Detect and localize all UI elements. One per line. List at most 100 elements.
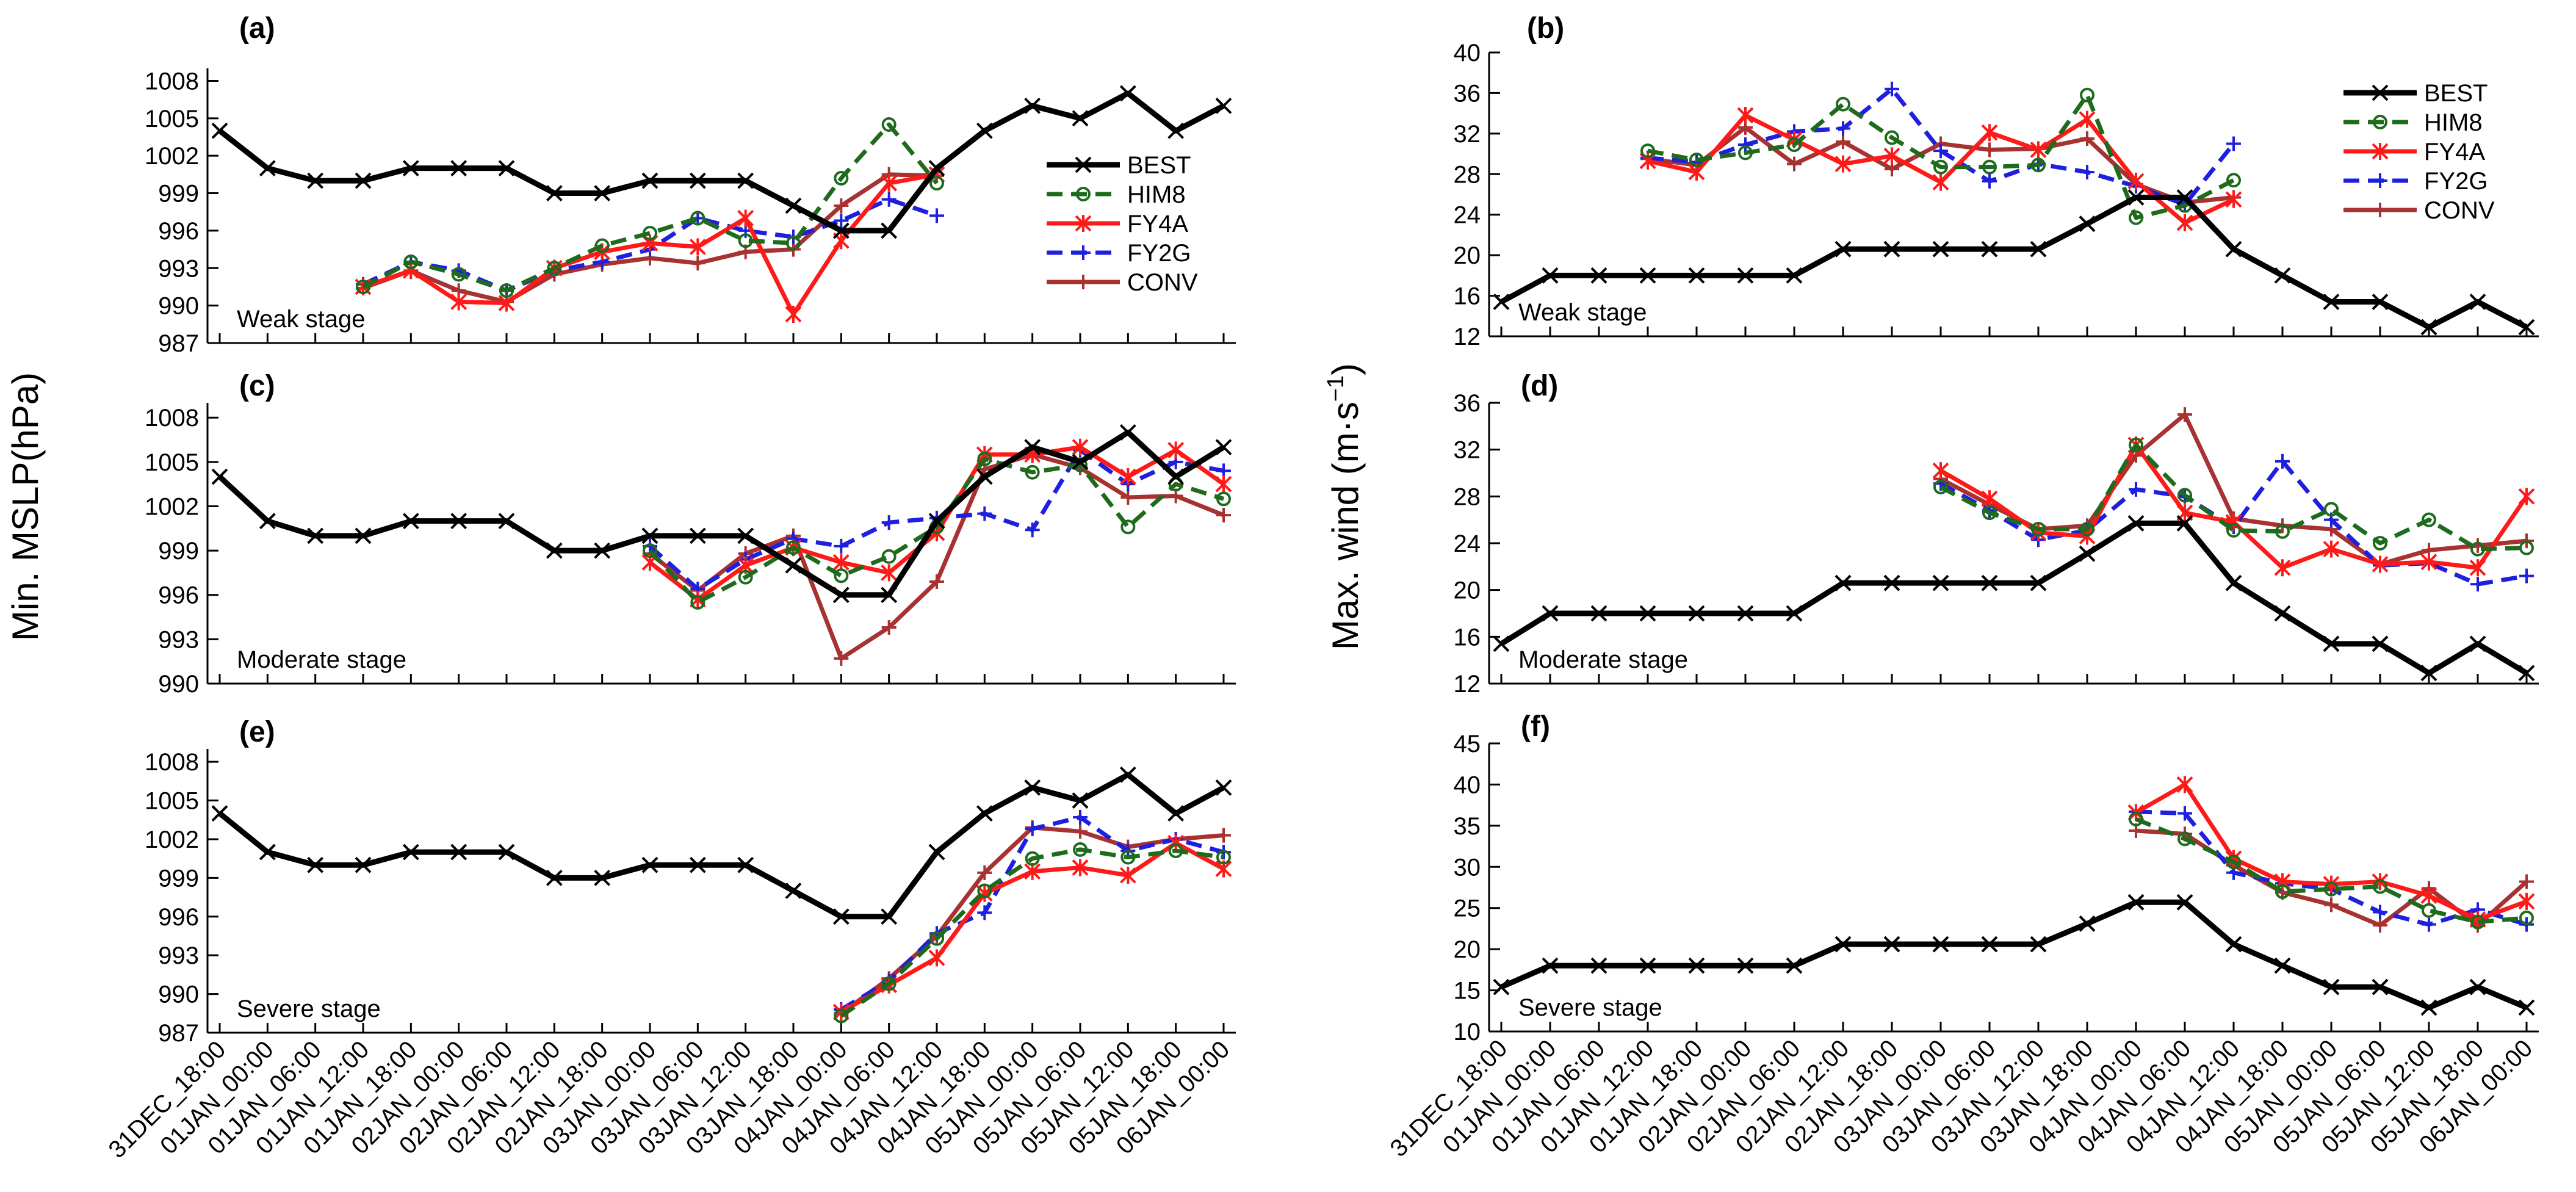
data-point-best	[689, 172, 706, 189]
legend-marker-best	[1075, 156, 1092, 173]
data-point-best	[737, 172, 754, 189]
data-point-best	[2030, 936, 2047, 953]
legend-marker-conv	[1076, 275, 1091, 289]
data-point-conv	[2519, 874, 2534, 889]
series-line-best	[1499, 194, 2528, 330]
right-y-axis-title-main: Max. wind (m·s	[1325, 402, 1366, 650]
data-point-fy4a	[881, 564, 898, 582]
y-tick-label: 1005	[145, 788, 199, 815]
data-point-conv	[834, 651, 849, 666]
y-tick-label: 993	[158, 626, 199, 653]
y-tick-label: 990	[158, 671, 199, 698]
data-point-him8	[1787, 137, 1802, 153]
legend-marker-best	[2372, 84, 2389, 101]
data-point-best	[2030, 240, 2047, 258]
series-line-him8	[840, 847, 1224, 1018]
data-point-fy4a	[450, 293, 467, 311]
data-point-best	[1167, 468, 1185, 485]
series-him8	[1640, 87, 2241, 225]
y-tick-label: 1005	[145, 449, 199, 476]
y-tick-label: 20	[1454, 577, 1481, 604]
data-point-him8	[2129, 210, 2143, 225]
data-point-best	[259, 160, 276, 177]
chart-panel-e: 98799099399699910021005100831DEC_18:0001…	[104, 716, 1236, 1163]
data-point-best	[2323, 978, 2340, 995]
data-point-fy2g	[2422, 917, 2436, 932]
series-line-him8	[1647, 93, 2235, 220]
y-tick-label: 12	[1454, 671, 1481, 698]
data-point-best	[737, 856, 754, 873]
data-point-best	[1024, 97, 1041, 114]
data-point-fy2g	[1025, 522, 1040, 538]
data-point-him8	[2519, 540, 2534, 555]
data-point-fy4a	[2127, 172, 2145, 190]
chart-panel-c: 990 993 996 999 1002 1005 1008 (c) Moderate stag…	[145, 370, 1236, 698]
data-point-conv	[1216, 508, 1231, 522]
y-tick-label: 996	[158, 218, 199, 245]
panel-label: (f)	[1521, 710, 1550, 743]
data-point-him8	[1982, 159, 1997, 175]
data-point-best	[2176, 515, 2193, 532]
data-point-best	[2225, 936, 2242, 953]
data-point-him8	[834, 568, 849, 583]
data-point-best	[1883, 574, 1900, 591]
data-point-best	[355, 856, 372, 873]
legend-marker-him8	[2373, 115, 2387, 129]
data-point-best	[1167, 122, 1185, 139]
data-point-him8	[643, 543, 657, 558]
data-point-fy4a	[1932, 173, 1949, 191]
data-point-best	[785, 557, 802, 574]
data-point-best	[1981, 574, 1998, 591]
data-point-best	[1639, 267, 1656, 284]
data-point-best	[355, 172, 372, 189]
data-point-fy4a	[1932, 462, 1949, 480]
series-best	[1493, 894, 2535, 1016]
data-point-best	[641, 856, 658, 873]
chart-panel-f: 101520253035404531DEC_18:0001JAN_00:0001…	[1385, 710, 2539, 1162]
data-point-best	[881, 587, 898, 604]
data-point-him8	[786, 236, 801, 251]
data-point-best	[2127, 894, 2145, 911]
data-point-best	[1932, 936, 1949, 953]
y-tick-label: 990	[158, 293, 199, 320]
y-tick-label: 32	[1454, 437, 1481, 464]
legend-marker-fy4a	[1075, 215, 1092, 232]
data-point-him8	[977, 452, 992, 466]
series-fy4a	[832, 834, 1232, 1021]
data-point-fy4a	[1835, 155, 1852, 173]
data-point-best	[641, 172, 658, 189]
data-point-best	[1688, 267, 1705, 284]
data-point-best	[2079, 215, 2096, 233]
data-point-fy2g	[1025, 822, 1040, 837]
data-point-fy4a	[2518, 892, 2535, 910]
series-fy4a	[355, 165, 945, 323]
data-point-him8	[977, 883, 992, 898]
data-point-best	[1835, 240, 1852, 258]
data-point-best	[2372, 978, 2389, 995]
data-point-best	[2176, 189, 2193, 206]
data-point-him8	[2324, 502, 2339, 517]
legend-label-conv: CONV	[1127, 269, 1198, 296]
data-point-conv	[690, 256, 705, 271]
data-point-him8	[1933, 159, 1948, 175]
data-point-him8	[2080, 87, 2094, 103]
data-point-fy2g	[2226, 136, 2241, 151]
data-point-fy4a	[2469, 559, 2486, 577]
data-point-fy2g	[834, 538, 849, 554]
data-point-best	[976, 122, 993, 139]
data-point-best	[2176, 894, 2193, 911]
data-point-him8	[786, 540, 801, 555]
data-point-him8	[356, 279, 370, 294]
data-point-best	[1119, 85, 1136, 102]
data-point-best	[689, 527, 706, 544]
data-point-best	[211, 805, 228, 822]
data-point-best	[307, 856, 324, 873]
data-point-best	[2274, 605, 2291, 622]
data-point-fy4a	[2176, 776, 2193, 793]
data-point-him8	[1168, 843, 1183, 858]
data-point-best	[1883, 240, 1900, 258]
data-point-best	[546, 542, 563, 559]
data-point-him8	[2129, 438, 2143, 452]
